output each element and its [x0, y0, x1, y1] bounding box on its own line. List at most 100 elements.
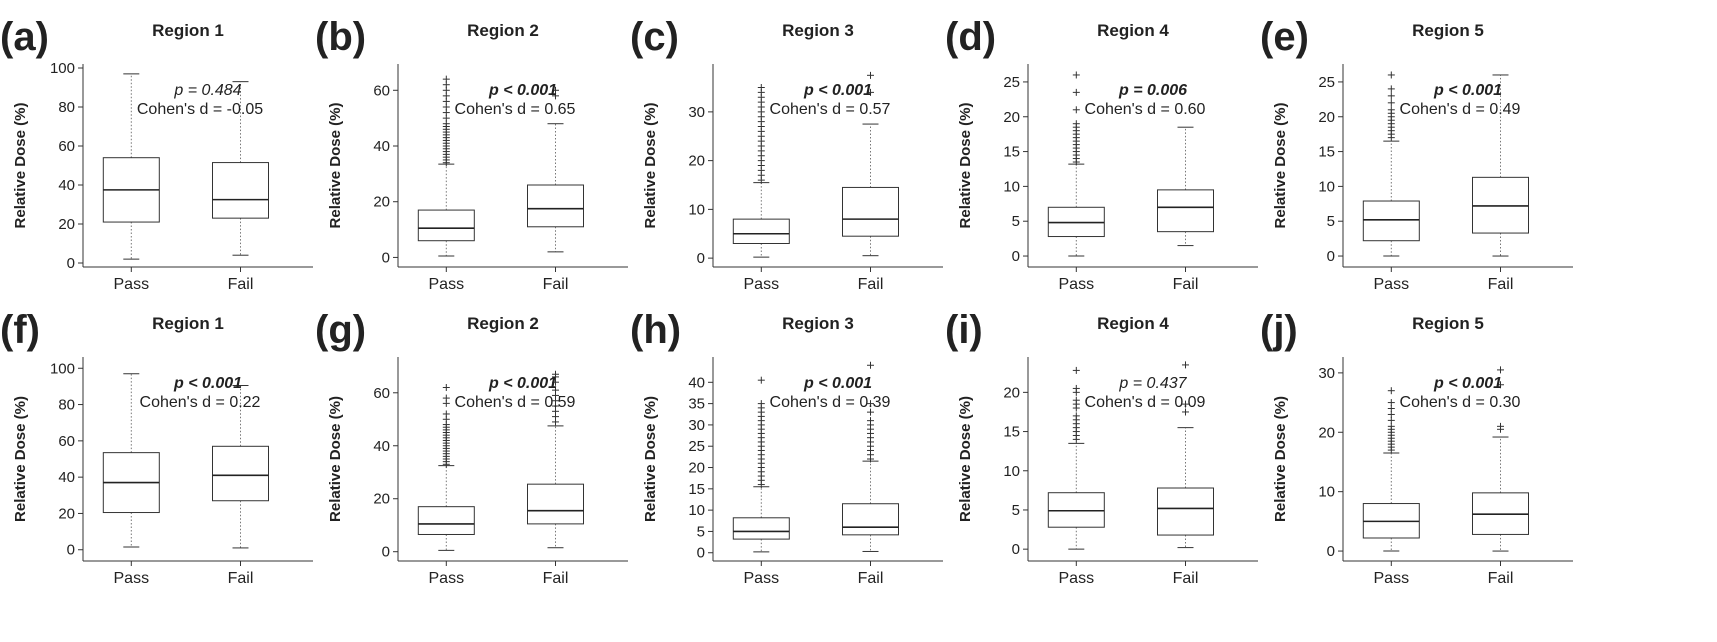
y-tick-label: 0 — [1327, 543, 1335, 560]
outlier-marker — [1182, 361, 1189, 369]
outlier-marker — [1497, 422, 1504, 430]
x-tick-label: Fail — [1488, 570, 1514, 587]
y-tick-label: 20 — [688, 153, 705, 170]
outlier-marker — [1182, 408, 1189, 416]
panel-i: (i) Region 4 0 5 10 15 20 Relative Dose (%) Pass… — [945, 308, 1258, 587]
outlier-marker — [442, 383, 450, 391]
outlier-marker — [757, 376, 765, 384]
panel-j: (j) Region 5 0 10 20 30 Relative Dose (%) Pass F… — [1260, 308, 1573, 587]
outlier-marker — [1387, 399, 1395, 407]
y-axis-label: Relative Dose (%) — [12, 103, 29, 229]
box-fail — [1157, 126, 1214, 247]
y-tick-label: 0 — [67, 255, 75, 272]
outlier-marker — [757, 400, 765, 408]
y-tick-label: 0 — [382, 249, 390, 266]
x-tick-label: Fail — [1173, 276, 1199, 293]
y-axis-label: Relative Dose (%) — [327, 103, 344, 229]
outlier-marker — [1387, 422, 1395, 430]
x-tick-label: Fail — [1488, 276, 1514, 293]
y-tick-label: 0 — [382, 544, 390, 561]
y-tick-label: 20 — [58, 216, 75, 233]
outlier-marker — [867, 71, 874, 79]
y-tick-label: 80 — [58, 397, 75, 414]
outlier-marker — [867, 408, 874, 416]
y-axis-label: Relative Dose (%) — [957, 103, 974, 229]
y-tick-label: 40 — [58, 177, 75, 194]
box-pass — [1047, 71, 1105, 257]
outlier-marker — [442, 75, 450, 83]
outlier-marker — [1072, 412, 1080, 420]
x-tick-label: Fail — [1173, 570, 1199, 587]
y-tick-label: 60 — [58, 433, 75, 450]
panel-label: (h) — [630, 308, 681, 352]
iqr-box — [842, 503, 899, 536]
p-value-annotation: p < 0.001 — [803, 82, 872, 99]
box-fail — [1472, 366, 1529, 552]
y-tick-label: 60 — [373, 385, 390, 402]
y-tick-label: 40 — [688, 374, 705, 391]
y-tick-label: 0 — [1327, 248, 1335, 265]
panel-title: Region 2 — [467, 314, 539, 333]
panel-title: Region 4 — [1097, 314, 1169, 333]
panel-label: (g) — [315, 308, 366, 352]
cohens-d-annotation: Cohen's d = 0.39 — [770, 394, 891, 411]
y-tick-label: 100 — [50, 60, 75, 77]
panel-title: Region 5 — [1412, 21, 1484, 40]
y-axis-label: Relative Dose (%) — [12, 396, 29, 522]
outlier-marker — [867, 361, 874, 369]
p-value-annotation: p < 0.001 — [1433, 375, 1502, 392]
y-tick-label: 0 — [697, 545, 705, 562]
cohens-d-annotation: Cohen's d = 0.59 — [455, 394, 576, 411]
x-tick-label: Fail — [543, 276, 569, 293]
panel-label: (j) — [1260, 308, 1298, 352]
y-tick-label: 20 — [1318, 109, 1335, 126]
cohens-d-annotation: Cohen's d = 0.30 — [1400, 394, 1521, 411]
y-tick-label: 30 — [688, 104, 705, 121]
box-pass — [417, 383, 475, 551]
y-tick-label: 20 — [58, 505, 75, 522]
x-tick-label: Pass — [744, 570, 780, 587]
cohens-d-annotation: Cohen's d = 0.22 — [140, 394, 261, 411]
panel-a: (a) Region 1 0 20 40 60 80 100 Relative Dose (%)… — [0, 15, 313, 293]
y-tick-label: 0 — [1012, 248, 1020, 265]
outlier-marker — [1387, 106, 1395, 114]
cohens-d-annotation: Cohen's d = -0.05 — [137, 101, 263, 118]
y-axis-label: Relative Dose (%) — [1272, 396, 1289, 522]
iqr-box — [732, 517, 790, 540]
p-value-annotation: p < 0.001 — [488, 82, 557, 99]
y-tick-label: 0 — [697, 250, 705, 267]
y-tick-label: 20 — [1003, 109, 1020, 126]
panel-label: (e) — [1260, 15, 1309, 59]
cohens-d-annotation: Cohen's d = 0.57 — [770, 101, 891, 118]
outlier-marker — [552, 386, 559, 394]
box-pass — [732, 376, 790, 553]
box-pass — [1362, 387, 1420, 552]
cohens-d-annotation: Cohen's d = 0.09 — [1085, 394, 1206, 411]
box-fail — [527, 86, 584, 253]
y-tick-label: 80 — [58, 99, 75, 116]
y-axis-label: Relative Dose (%) — [1272, 103, 1289, 229]
y-tick-label: 60 — [58, 138, 75, 155]
y-tick-label: 20 — [373, 194, 390, 211]
outlier-marker — [1387, 387, 1395, 395]
x-tick-label: Pass — [1059, 570, 1095, 587]
panel-title: Region 3 — [782, 21, 854, 40]
iqr-box — [527, 483, 584, 525]
cohens-d-annotation: Cohen's d = 0.49 — [1400, 101, 1521, 118]
y-tick-label: 0 — [1012, 541, 1020, 558]
box-pass — [417, 75, 475, 257]
y-axis-label: Relative Dose (%) — [327, 396, 344, 522]
panel-label: (f) — [0, 308, 40, 352]
box-pass — [1362, 71, 1420, 257]
outlier-marker — [552, 86, 559, 94]
y-tick-label: 5 — [1012, 213, 1020, 230]
y-tick-label: 100 — [50, 360, 75, 377]
y-tick-label: 30 — [1318, 365, 1335, 382]
p-value-annotation: p < 0.001 — [803, 375, 872, 392]
cohens-d-annotation: Cohen's d = 0.60 — [1085, 101, 1206, 118]
box-fail — [1157, 361, 1214, 549]
y-tick-label: 40 — [373, 138, 390, 155]
p-value-annotation: p < 0.001 — [1433, 82, 1502, 99]
iqr-box — [417, 209, 475, 242]
